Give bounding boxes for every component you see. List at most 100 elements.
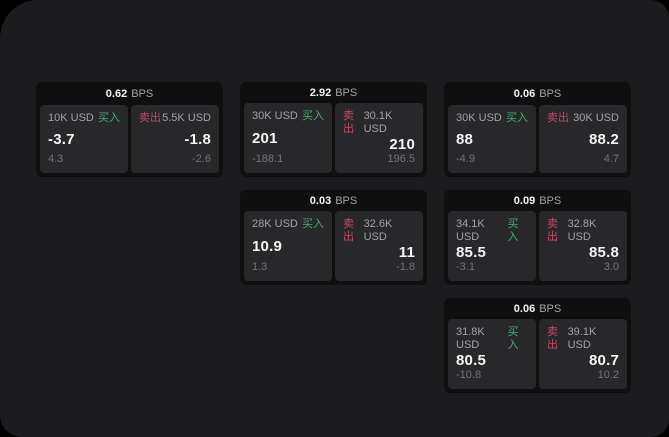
buy-side-badge: 买入	[302, 110, 324, 122]
sell-side-badge: 卖出	[547, 112, 569, 124]
buy-tile-top: 10K USD 买入	[48, 112, 120, 125]
card-header: 0.09 BPS	[444, 190, 631, 211]
sell-price: 88.2	[589, 130, 619, 148]
sell-price: 80.7	[589, 352, 619, 369]
quote-tiles: 30K USD 买入 88 -4.9 卖出 30K USD 88.2 4.7	[444, 105, 631, 177]
card-header: 0.62 BPS	[36, 82, 223, 105]
card-header: 0.03 BPS	[240, 190, 427, 211]
buy-side-badge: 买入	[302, 218, 324, 230]
buy-tile[interactable]: 28K USD 买入 10.9 1.3	[244, 211, 332, 281]
sell-tile[interactable]: 卖出 32.8K USD 85.8 3.0	[539, 211, 627, 281]
sell-tile-top: 卖出 32.8K USD	[547, 218, 619, 244]
sell-tile-top: 卖出 39.1K USD	[547, 326, 619, 352]
buy-notional: 28K USD	[252, 218, 298, 230]
sell-side-badge: 卖出	[547, 326, 558, 351]
bps-value: 0.62	[105, 87, 128, 100]
card-header: 0.06 BPS	[444, 298, 631, 319]
bps-value: 0.06	[513, 87, 536, 100]
quote-card: 0.06 BPS 30K USD 买入 88 -4.9 卖出 30K USD 8…	[444, 82, 631, 177]
bps-label: BPS	[335, 86, 358, 99]
card-header: 2.92 BPS	[240, 82, 427, 103]
buy-price: 201	[252, 129, 278, 147]
sell-tile[interactable]: 卖出 5.5K USD -1.8 -2.6	[131, 105, 219, 173]
buy-notional: 10K USD	[48, 112, 94, 124]
bps-label: BPS	[539, 87, 562, 100]
buy-delta: -188.1	[252, 153, 284, 165]
sell-tile[interactable]: 卖出 30.1K USD 210 196.5	[335, 103, 423, 173]
sell-delta: 4.7	[603, 153, 619, 165]
quote-tiles: 31.8K USD 买入 80.5 -10.8 卖出 39.1K USD 80.…	[444, 319, 631, 393]
buy-tile-top: 28K USD 买入	[252, 218, 324, 231]
sell-price: -1.8	[184, 130, 211, 148]
buy-tile-top: 30K USD 买入	[252, 110, 324, 123]
buy-tile[interactable]: 10K USD 买入 -3.7 4.3	[40, 105, 128, 173]
sell-price: 85.8	[589, 244, 619, 261]
card-header: 0.06 BPS	[444, 82, 631, 105]
sell-notional: 39.1K USD	[567, 326, 597, 351]
buy-delta: -3.1	[456, 261, 475, 273]
buy-tile-top: 34.1K USD 买入	[456, 218, 528, 244]
sell-notional: 30K USD	[573, 112, 619, 124]
buy-notional: 34.1K USD	[456, 218, 485, 243]
sell-tile-top: 卖出 32.6K USD	[343, 218, 415, 244]
sell-delta: 3.0	[603, 261, 619, 273]
sell-notional: 32.6K USD	[363, 218, 393, 243]
sell-price: 210	[389, 136, 415, 153]
bps-label: BPS	[539, 302, 562, 315]
sell-price: 11	[398, 244, 415, 261]
sell-delta: 10.2	[597, 369, 619, 381]
bps-value: 0.06	[513, 302, 536, 315]
sell-tile-top: 卖出 5.5K USD	[139, 112, 211, 125]
bps-value: 0.09	[513, 194, 536, 207]
quote-card: 0.03 BPS 28K USD 买入 10.9 1.3 卖出 32.6K US…	[240, 190, 427, 285]
quote-card: 0.09 BPS 34.1K USD 买入 85.5 -3.1 卖出 32.8K…	[444, 190, 631, 285]
sell-tile-top: 卖出 30.1K USD	[343, 110, 415, 136]
buy-tile-top: 30K USD 买入	[456, 112, 528, 125]
quote-card: 2.92 BPS 30K USD 买入 201 -188.1 卖出 30.1K …	[240, 82, 427, 177]
sell-tile[interactable]: 卖出 30K USD 88.2 4.7	[539, 105, 627, 173]
buy-side-badge: 买入	[98, 112, 120, 124]
buy-side-badge: 买入	[507, 218, 519, 243]
buy-price: -3.7	[48, 130, 75, 148]
bps-label: BPS	[539, 194, 562, 207]
sell-notional: 30.1K USD	[363, 110, 393, 135]
sell-side-badge: 卖出	[547, 218, 558, 243]
quote-card: 0.62 BPS 10K USD 买入 -3.7 4.3 卖出 5.5K USD…	[36, 82, 223, 177]
buy-delta: 4.3	[48, 153, 64, 165]
quote-tiles: 28K USD 买入 10.9 1.3 卖出 32.6K USD 11 -1.8	[240, 211, 427, 285]
buy-delta: 1.3	[252, 261, 268, 273]
sell-notional: 32.8K USD	[567, 218, 597, 243]
sell-side-badge: 卖出	[343, 110, 354, 135]
buy-delta: -10.8	[456, 369, 482, 381]
buy-price: 88	[456, 130, 474, 148]
buy-notional: 31.8K USD	[456, 326, 485, 351]
sell-delta: -2.6	[192, 153, 211, 165]
sell-tile[interactable]: 卖出 39.1K USD 80.7 10.2	[539, 319, 627, 389]
sell-side-badge: 卖出	[343, 218, 354, 243]
buy-price: 85.5	[456, 244, 486, 261]
buy-price: 10.9	[252, 237, 282, 255]
buy-tile[interactable]: 34.1K USD 买入 85.5 -3.1	[448, 211, 536, 281]
sell-tile-top: 卖出 30K USD	[547, 112, 619, 125]
buy-tile-top: 31.8K USD 买入	[456, 326, 528, 352]
quote-tiles: 34.1K USD 买入 85.5 -3.1 卖出 32.8K USD 85.8…	[444, 211, 631, 285]
buy-tile[interactable]: 30K USD 买入 88 -4.9	[448, 105, 536, 173]
sell-side-badge: 卖出	[139, 112, 161, 124]
quote-tiles: 30K USD 买入 201 -188.1 卖出 30.1K USD 210 1…	[240, 103, 427, 177]
buy-tile[interactable]: 30K USD 买入 201 -188.1	[244, 103, 332, 173]
bps-label: BPS	[335, 194, 358, 207]
sell-delta: -1.8	[396, 261, 415, 273]
quote-tiles: 10K USD 买入 -3.7 4.3 卖出 5.5K USD -1.8 -2.…	[36, 105, 223, 177]
buy-side-badge: 买入	[506, 112, 528, 124]
quote-card: 0.06 BPS 31.8K USD 买入 80.5 -10.8 卖出 39.1…	[444, 298, 631, 393]
buy-price: 80.5	[456, 352, 486, 369]
buy-notional: 30K USD	[252, 110, 298, 122]
buy-delta: -4.9	[456, 153, 475, 165]
sell-tile[interactable]: 卖出 32.6K USD 11 -1.8	[335, 211, 423, 281]
buy-side-badge: 买入	[507, 326, 519, 351]
sell-notional: 5.5K USD	[162, 112, 211, 124]
buy-tile[interactable]: 31.8K USD 买入 80.5 -10.8	[448, 319, 536, 389]
buy-notional: 30K USD	[456, 112, 502, 124]
sell-delta: 196.5	[387, 153, 415, 165]
